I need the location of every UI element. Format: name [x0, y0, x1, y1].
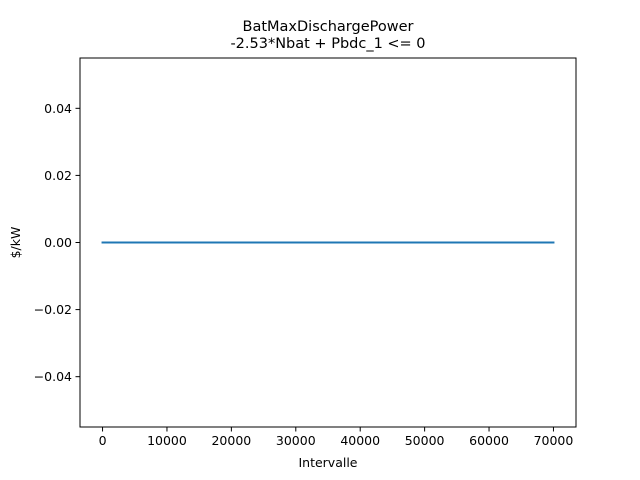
chart-subtitle: -2.53*Nbat + Pbdc_1 <= 0: [230, 36, 425, 52]
x-tick-label: 70000: [534, 433, 574, 448]
x-tick-label: 20000: [211, 433, 251, 448]
x-tick-label: 10000: [147, 433, 187, 448]
x-tick-label: 0: [99, 433, 107, 448]
x-axis-label: Intervalle: [298, 455, 357, 470]
y-tick-label: 0.02: [44, 168, 72, 183]
x-tick-label: 50000: [405, 433, 445, 448]
chart-title: BatMaxDischargePower: [243, 19, 414, 35]
x-tick-label: 40000: [340, 433, 380, 448]
x-tick-label: 60000: [469, 433, 509, 448]
y-axis-label: $/kW: [8, 227, 23, 259]
axes-frame: [79, 57, 577, 428]
y-tick-label: −0.04: [34, 369, 72, 384]
x-tick-label: 30000: [276, 433, 316, 448]
x-axis-ticks: 0 10000 20000 30000 40000 50000 60000 70000: [99, 427, 574, 448]
y-axis-ticks: −0.04 −0.02 0.00 0.02 0.04: [34, 101, 80, 384]
plot-area: 0 10000 20000 30000 40000 50000 60000 70000 −0.…: [34, 57, 577, 448]
y-tick-label: 0.00: [44, 235, 72, 250]
y-tick-label: 0.04: [44, 101, 72, 116]
y-tick-label: −0.02: [34, 302, 72, 317]
